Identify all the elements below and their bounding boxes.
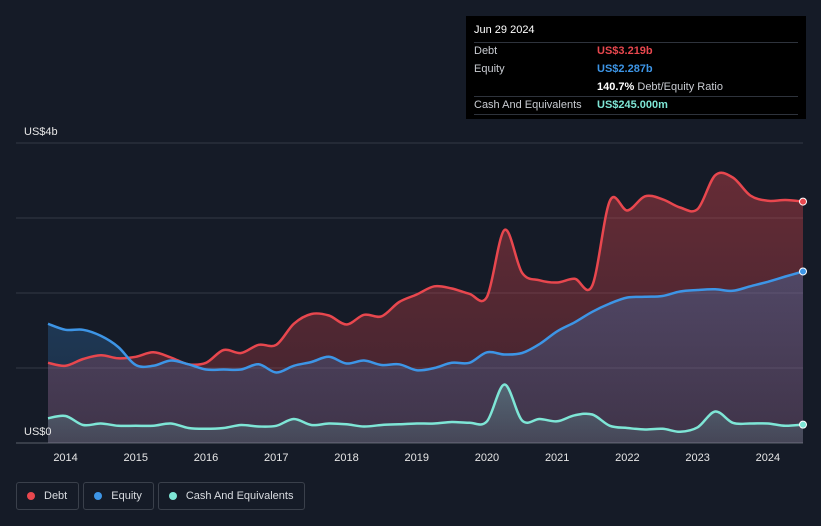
legend-dot-debt xyxy=(27,492,35,500)
legend-label-cash: Cash And Equivalents xyxy=(185,490,294,502)
tooltip-row-ratio: 140.7% Debt/Equity Ratio xyxy=(474,78,798,96)
tooltip-debt-value: US$3.219b xyxy=(597,45,653,57)
endpoint-marker-cash-and-equivalents xyxy=(799,420,807,429)
tooltip-row-equity: Equity US$2.287b xyxy=(474,60,798,78)
area-equity xyxy=(48,271,803,443)
x-tick-label-2022: 2022 xyxy=(615,452,639,464)
line-cash-and-equivalents xyxy=(47,383,804,434)
x-tick-label-2015: 2015 xyxy=(124,452,148,464)
ratio-suffix: Debt/Equity Ratio xyxy=(637,81,723,93)
x-tick-label-2020: 2020 xyxy=(475,452,499,464)
chart-legend: Debt Equity Cash And Equivalents xyxy=(16,482,306,510)
legend-dot-equity xyxy=(94,492,103,500)
x-tick-label-2016: 2016 xyxy=(194,452,218,464)
tooltip-row-debt: Debt US$3.219b xyxy=(474,42,798,60)
y-axis-top-label: US$4b xyxy=(24,126,58,138)
endpoint-marker-equity xyxy=(799,267,807,276)
y-axis-bottom-label: US$0 xyxy=(24,426,52,438)
legend-item-cash[interactable]: Cash And Equivalents xyxy=(157,482,306,510)
tooltip-row-cash: Cash And Equivalents US$245.000m xyxy=(474,96,798,115)
legend-item-equity[interactable]: Equity xyxy=(83,482,154,510)
tooltip-equity-label: Equity xyxy=(474,63,505,75)
line-debt xyxy=(47,171,804,368)
legend-label-equity: Equity xyxy=(111,490,142,502)
x-tick-label-2017: 2017 xyxy=(264,452,288,464)
series-lines xyxy=(47,171,807,434)
legend-dot-cash xyxy=(168,492,177,500)
tooltip-equity-value: US$2.287b xyxy=(597,63,653,75)
series-areas xyxy=(48,172,803,443)
tooltip-date: Jun 29 2024 xyxy=(474,24,535,36)
x-tick-label-2014: 2014 xyxy=(53,452,77,464)
legend-label-debt: Debt xyxy=(44,490,68,502)
line-equity xyxy=(47,270,804,374)
x-tick-label-2018: 2018 xyxy=(334,452,358,464)
tooltip-panel: Jun 29 2024 Debt US$3.219b Equity US$2.2… xyxy=(466,16,806,119)
x-tick-label-2024: 2024 xyxy=(756,452,780,464)
tooltip-cash-value: US$245.000m xyxy=(597,99,668,111)
tooltip-cash-label: Cash And Equivalents xyxy=(474,99,582,111)
axes: US$4b US$0 2014 2015 2016 2017 2018 2019 2020 2… xyxy=(24,126,780,464)
endpoint-marker-debt xyxy=(799,197,807,206)
tooltip-ratio-value: 140.7% Debt/Equity Ratio xyxy=(597,79,723,96)
ratio-number: 140.7% xyxy=(597,81,635,93)
tooltip-debt-label: Debt xyxy=(474,45,498,57)
x-tick-label-2019: 2019 xyxy=(404,452,428,464)
x-tick-label-2021: 2021 xyxy=(545,452,569,464)
legend-item-debt[interactable]: Debt xyxy=(16,482,80,510)
x-tick-label-2023: 2023 xyxy=(685,452,709,464)
area-cash-and-equivalents xyxy=(48,384,803,443)
